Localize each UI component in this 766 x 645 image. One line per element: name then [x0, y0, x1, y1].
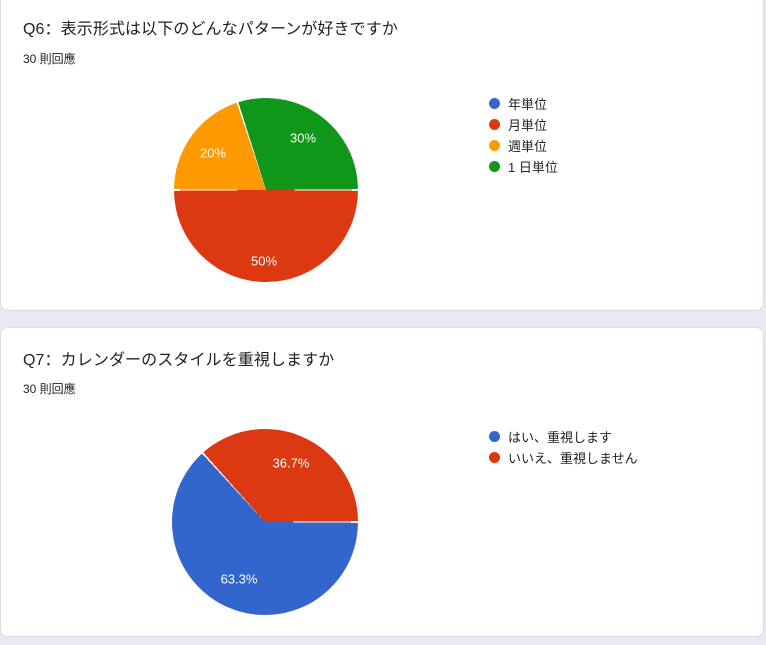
legend-label: いいえ、重視しません	[508, 451, 638, 466]
legend-label: 月単位	[508, 118, 548, 133]
legend-dot-orange	[489, 140, 500, 151]
slice-label-36pct: 36.7%	[272, 455, 310, 471]
legend-item: 月単位	[489, 114, 558, 135]
legend-item: いいえ、重視しません	[489, 447, 638, 468]
legend-q6: 年単位 月単位 週単位 1 日単位	[489, 93, 558, 177]
slice-label-20pct: 20%	[199, 145, 227, 161]
legend-label: 年単位	[508, 97, 548, 112]
legend-dot-red	[489, 119, 500, 130]
response-count-q6: 30 則回應	[23, 52, 76, 66]
legend-label: 週単位	[508, 139, 548, 154]
pie-chart-q6	[174, 98, 358, 282]
slice-label-30pct: 30%	[289, 130, 317, 146]
question-card-q6: Q6：表示形式は以下のどんなパターンが好きですか 30 則回應 30% 20% …	[0, 0, 764, 311]
legend-item: 週単位	[489, 135, 558, 156]
legend-dot-blue	[489, 98, 500, 109]
question-title-q6: Q6：表示形式は以下のどんなパターンが好きですか	[23, 21, 398, 38]
legend-label: 1 日単位	[508, 160, 558, 175]
legend-dot-green	[489, 161, 500, 172]
response-count-q7: 30 則回應	[23, 382, 76, 396]
slice-label-50pct: 50%	[250, 253, 278, 269]
legend-label: はい、重視します	[508, 430, 613, 445]
question-title-q7: Q7：カレンダーのスタイルを重視しますか	[23, 352, 335, 369]
legend-dot-red	[489, 452, 500, 463]
slice-label-63pct: 63.3%	[220, 571, 258, 587]
question-card-q7: Q7：カレンダーのスタイルを重視しますか 30 則回應 36.7% 63.3% …	[0, 327, 764, 637]
legend-q7: はい、重視します いいえ、重視しません	[489, 426, 638, 468]
legend-item: 1 日単位	[489, 156, 558, 177]
legend-item: はい、重視します	[489, 426, 638, 447]
legend-item: 年単位	[489, 93, 558, 114]
legend-dot-blue	[489, 431, 500, 442]
pie-chart-q7	[172, 429, 358, 615]
